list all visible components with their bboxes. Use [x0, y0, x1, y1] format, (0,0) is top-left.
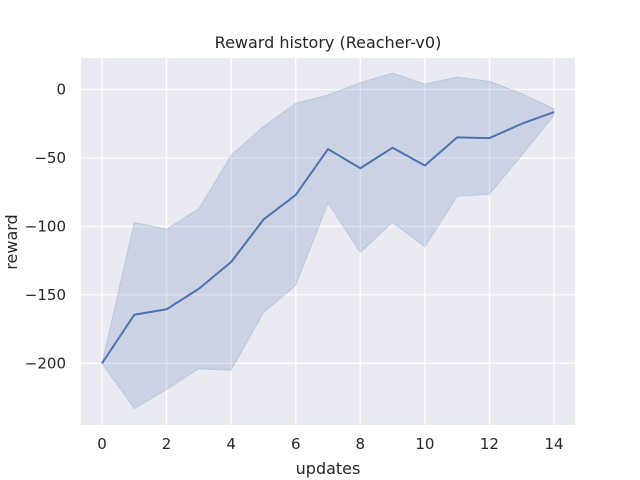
x-axis-label: updates: [296, 459, 361, 478]
x-tick-label: 10: [415, 435, 434, 453]
y-tick-label: 0: [56, 80, 66, 98]
x-tick-label: 2: [162, 435, 172, 453]
grid-lines: [81, 58, 575, 425]
y-axis-ticks: 0 −50 −100 −150 −200: [25, 80, 66, 372]
y-tick-label: −50: [34, 149, 66, 167]
y-tick-label: −200: [25, 354, 66, 372]
y-tick-label: −150: [25, 286, 66, 304]
y-tick-label: −100: [25, 217, 66, 235]
x-tick-label: 8: [356, 435, 366, 453]
x-tick-label: 6: [291, 435, 301, 453]
x-tick-label: 0: [97, 435, 107, 453]
x-tick-label: 4: [226, 435, 236, 453]
chart-title: Reward history (Reacher-v0): [215, 33, 442, 52]
mean-reward-line: [101, 111, 555, 364]
y-axis-label: reward: [2, 214, 21, 269]
x-tick-label: 14: [544, 435, 563, 453]
x-axis-ticks: 0 2 4 6 8 10 12 14: [97, 435, 563, 453]
x-tick-label: 12: [480, 435, 499, 453]
